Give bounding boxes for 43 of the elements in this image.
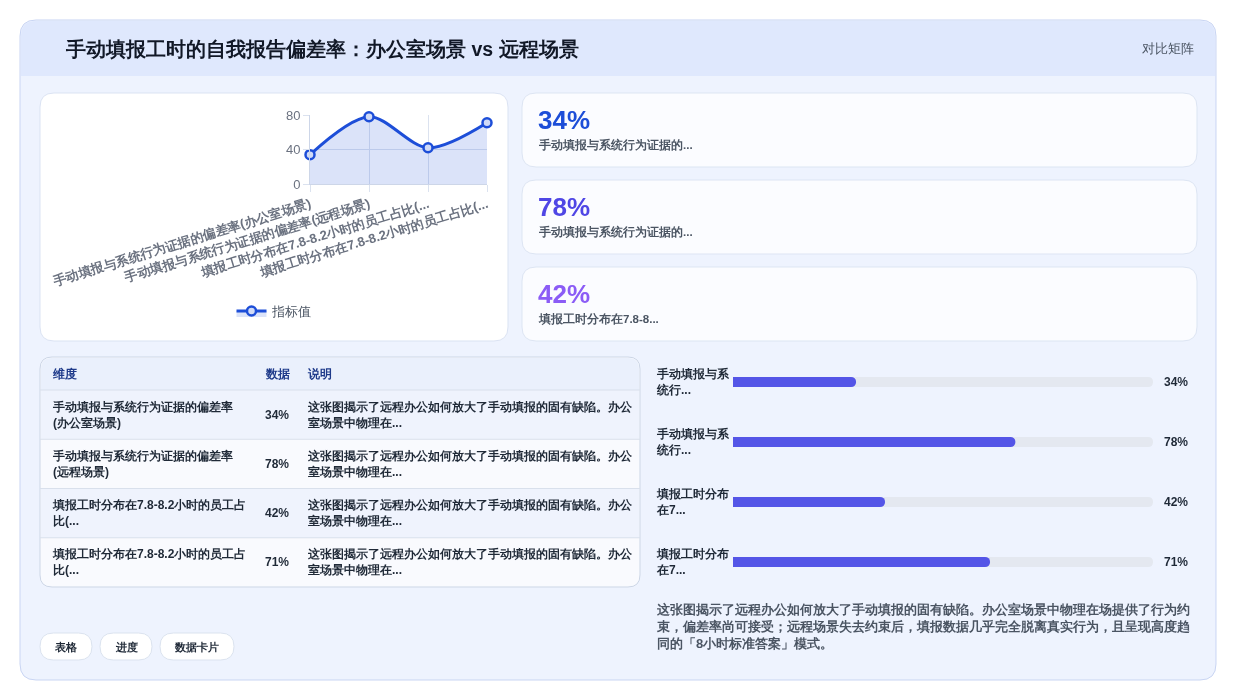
category-label: 手动填报与系统行为证据的... <box>538 225 693 239</box>
text: 数据卡片 <box>174 641 219 653</box>
category-label: 手动填报与系统行为证据的偏差率(远程场景) <box>53 449 233 479</box>
y-tick-label: 80 <box>285 107 301 123</box>
text: 34% <box>265 408 290 422</box>
text: 34% <box>538 105 591 135</box>
point <box>363 110 375 123</box>
y-tick-label: 填报工时分布在7... <box>656 487 729 517</box>
y-tick-label: 0 <box>293 176 301 192</box>
category-label: 填报工时分布在7.8-8... <box>538 312 659 326</box>
category-label: 填报工时分布在7.8-8.2小时的员工占比(... <box>53 547 247 577</box>
data-label: 78% <box>1164 435 1189 449</box>
y-tick-label: 40 <box>285 142 301 158</box>
data-label: 42% <box>1164 495 1189 509</box>
text: 这张图揭示了远程办公如何放大了手动填报的固有缺陷。办公室场景中物理在场提供了行为约束，偏差率尚可接受；远程场景失去约束后，填报数据几乎完全脱离真实行为，且呈现高度趋同的「8小时标准答案」模式。 <box>656 602 1190 651</box>
category-label: 填报工时分布在7.8-8.2小时的员工占比(... <box>53 498 247 528</box>
category-label: 手动填报与系统行为证据的偏差率(办公室场景) <box>53 400 233 430</box>
category-label: 数据 <box>265 367 290 381</box>
legend-label: 指标值 <box>270 304 311 320</box>
text: 这张图揭示了远程办公如何放大了手动填报的固有缺陷。办公室场景中物理在... <box>308 400 632 430</box>
text: 78% <box>538 192 591 222</box>
y-tick-label: 手动填报与系统行... <box>656 367 730 397</box>
text: 对比矩阵 <box>1142 41 1194 56</box>
text: 78% <box>265 457 290 471</box>
text: 42% <box>265 506 290 520</box>
text: 手动填报工时的自我报告偏差率：办公室场景 vs 远程场景 <box>65 38 579 60</box>
text: 这张图揭示了远程办公如何放大了手动填报的固有缺陷。办公室场景中物理在... <box>308 547 632 577</box>
y-tick-label: 手动填报与系统行... <box>656 427 730 457</box>
point <box>481 117 493 129</box>
y-tick-label: 填报工时分布在7... <box>656 547 729 577</box>
text: 进度 <box>115 641 138 653</box>
text: 71% <box>265 555 290 569</box>
point <box>304 148 316 161</box>
data-label: 71% <box>1164 555 1189 569</box>
point <box>422 142 434 154</box>
text: 维度 <box>52 367 77 381</box>
text: 这张图揭示了远程办公如何放大了手动填报的固有缺陷。办公室场景中物理在... <box>308 449 632 479</box>
data-label: 34% <box>1164 375 1189 389</box>
text: 表格 <box>54 641 78 653</box>
category-label: 说明 <box>307 367 332 381</box>
text: 42% <box>538 279 591 309</box>
text: 这张图揭示了远程办公如何放大了手动填报的固有缺陷。办公室场景中物理在... <box>308 498 632 528</box>
category-label: 手动填报与系统行为证据的... <box>538 138 693 152</box>
